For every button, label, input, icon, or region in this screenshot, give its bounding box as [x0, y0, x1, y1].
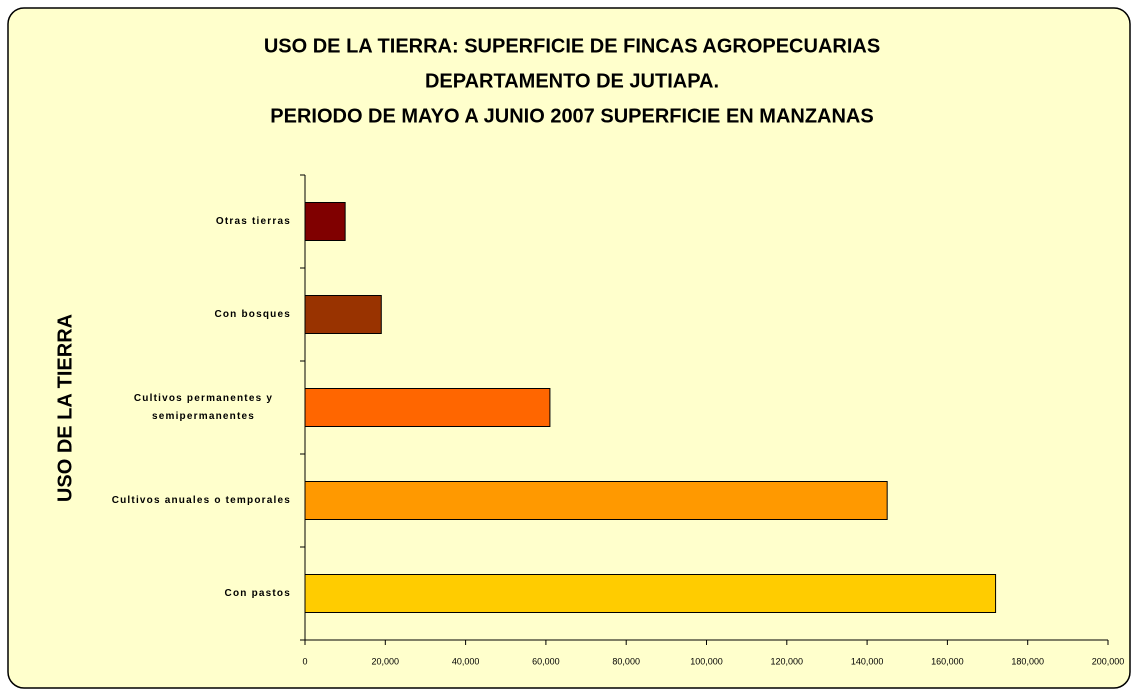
x-tick-label: 20,000 — [372, 656, 400, 666]
y-tick-label: Cultivos permanentes y semipermanentes — [133, 392, 274, 422]
x-tick-label: 180,000 — [1011, 656, 1044, 666]
x-tick-label: 80,000 — [612, 656, 640, 666]
x-tick-label: 100,000 — [690, 656, 723, 666]
y-tick-label: Con bosques — [214, 308, 291, 320]
y-tick-label: Con pastos — [224, 587, 291, 599]
bar — [304, 388, 551, 427]
x-tick-label: 200,000 — [1092, 656, 1125, 666]
x-tick-label: 140,000 — [851, 656, 884, 666]
x-tick-label: 40,000 — [452, 656, 480, 666]
x-tick-label: 0 — [302, 656, 307, 666]
x-tick-label: 160,000 — [931, 656, 964, 666]
y-tick-label: Cultivos anuales o temporales — [111, 494, 291, 506]
y-tick-label: Otras tierras — [215, 215, 291, 227]
bar — [304, 202, 346, 241]
chart-title: USO DE LA TIERRA: SUPERFICIE DE FINCAS A… — [264, 35, 880, 57]
bar — [304, 574, 997, 613]
chart-title: PERIODO DE MAYO A JUNIO 2007 SUPERFICIE … — [270, 105, 873, 127]
x-tick-label: 60,000 — [532, 656, 560, 666]
x-tick-label: 120,000 — [771, 656, 804, 666]
chart-title: DEPARTAMENTO DE JUTIAPA. — [425, 70, 719, 92]
bar — [304, 295, 382, 334]
y-axis-label: USO DE LA TIERRA — [54, 314, 76, 502]
bar — [304, 481, 888, 520]
